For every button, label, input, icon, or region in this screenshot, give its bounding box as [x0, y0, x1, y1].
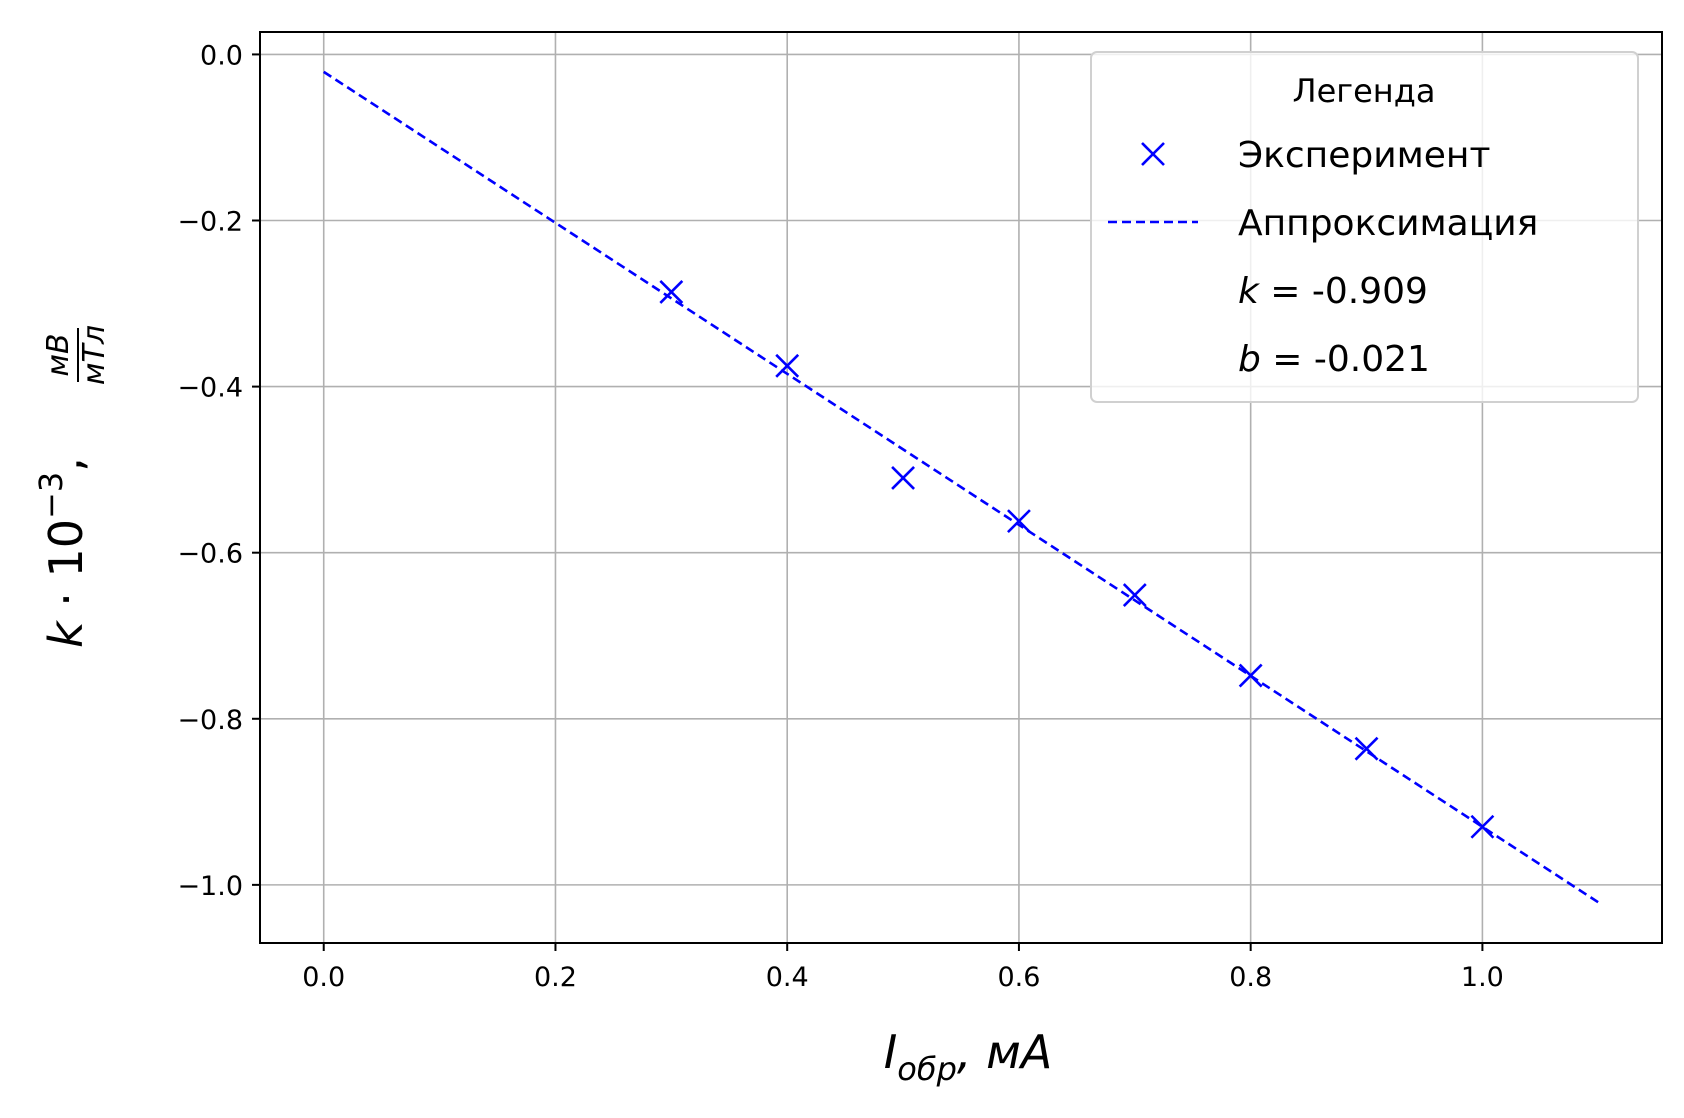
ticks: 0.0 0.2 0.4 0.6 0.8 1.0 0.0 −0.2 −0.4 −0.6 −0.8 −1.…	[177, 40, 1503, 993]
x-axis-label-unit: , мА	[957, 1025, 1052, 1079]
x-tick-label: 0.0	[302, 962, 345, 993]
y-axis-label-main: k	[39, 619, 93, 648]
data-point	[1007, 509, 1031, 534]
y-axis-label-exp: −3	[32, 472, 70, 519]
y-tick-label: −0.2	[177, 207, 243, 238]
legend-title: Легенда	[1293, 72, 1436, 110]
y-tick-label: −0.8	[177, 705, 243, 736]
data-point	[659, 280, 684, 304]
x-tick-label: 0.4	[766, 962, 809, 993]
data-point	[1354, 736, 1379, 761]
plot-series	[323, 70, 1599, 904]
x-axis-label: Iобр, мА	[884, 1025, 1053, 1088]
data-point	[775, 353, 800, 378]
legend-k-value: = -0.909	[1259, 271, 1428, 312]
y-tick-label: −0.4	[177, 373, 243, 404]
data-point	[1122, 583, 1147, 607]
legend-k: k = -0.909	[1238, 271, 1428, 312]
y-axis-label-mult: · 10	[39, 519, 93, 621]
data-point	[1470, 814, 1495, 839]
legend-entry-approximation: Аппроксимация	[1238, 203, 1538, 244]
x-tick-label: 1.0	[1461, 962, 1504, 993]
y-tick-label: 0.0	[200, 40, 243, 71]
x-tick-label: 0.6	[997, 962, 1040, 993]
y-axis-unit-denominator: мТл	[77, 325, 112, 385]
legend-marker-x	[1141, 142, 1165, 166]
x-tick-label: 0.8	[1229, 962, 1272, 993]
legend-entry-experiment: Эксперимент	[1238, 135, 1490, 176]
legend-b-value: = -0.021	[1261, 339, 1430, 380]
legend-k-label: k	[1238, 271, 1261, 312]
x-axis-label-main: I	[884, 1025, 898, 1079]
legend: Легенда Эксперимент Аппроксимация k = -0…	[1090, 51, 1639, 403]
y-axis-label-sep: ,	[39, 457, 93, 472]
y-axis-unit-numerator: мВ	[41, 333, 76, 376]
svg-text:k · 10−3,: k · 10−3,	[32, 457, 93, 648]
x-axis-label-sub: обр	[897, 1050, 957, 1088]
grid	[260, 32, 1662, 943]
legend-b: b = -0.021	[1238, 339, 1430, 380]
y-tick-label: −1.0	[177, 871, 243, 902]
data-point	[1238, 663, 1263, 688]
legend-box	[1090, 51, 1639, 403]
y-axis-label: k · 10−3, мВ мТл	[32, 325, 112, 648]
x-tick-label: 0.2	[534, 962, 577, 993]
data-point	[891, 466, 915, 490]
legend-b-label: b	[1238, 339, 1261, 380]
fit-line	[323, 70, 1599, 904]
y-tick-label: −0.6	[177, 539, 243, 570]
plot-frame	[259, 31, 1663, 944]
